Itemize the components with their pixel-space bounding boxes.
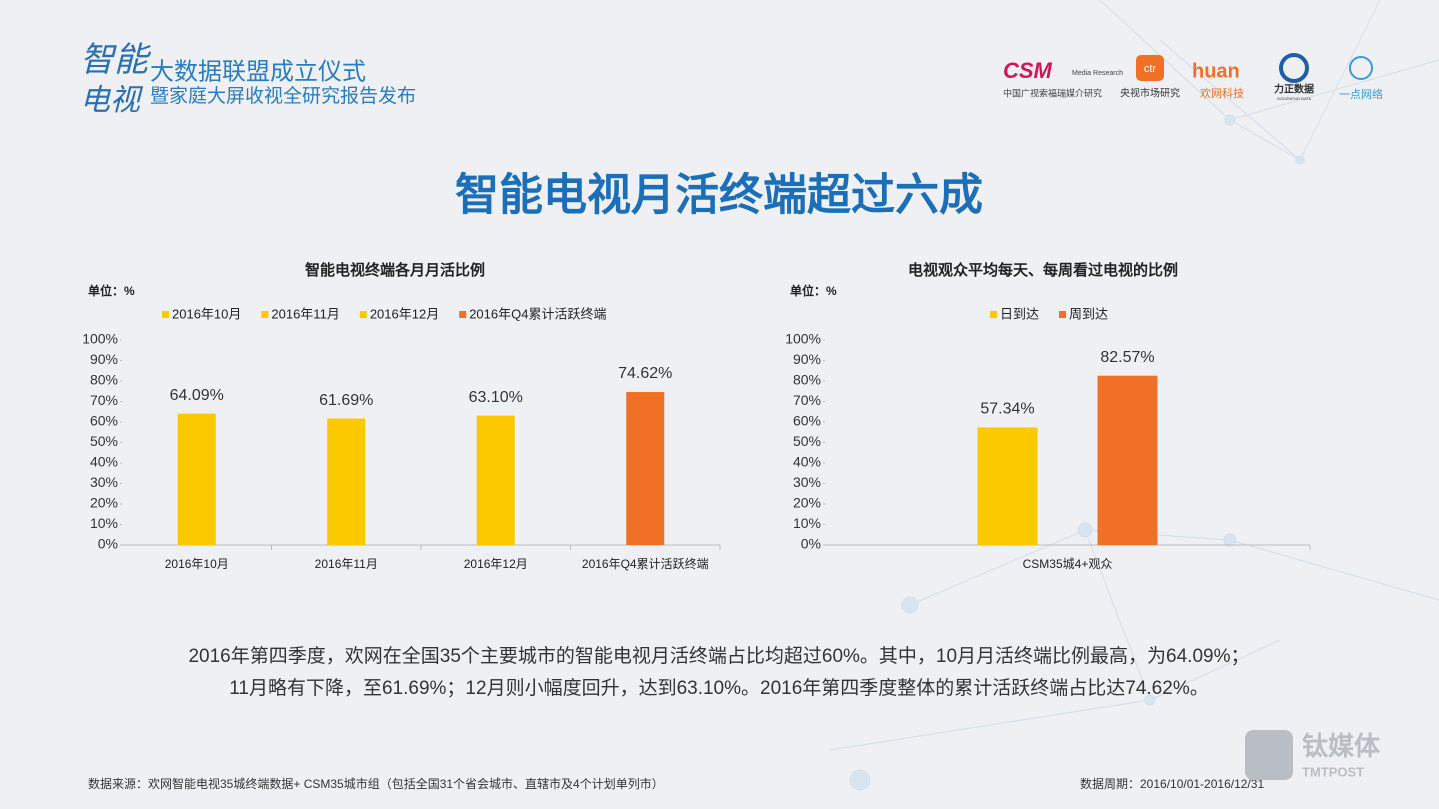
unit-label: 单位：% bbox=[790, 283, 837, 298]
partner-caption: 央视市场研究 bbox=[1120, 87, 1180, 100]
y-tick-label: 80% bbox=[793, 372, 821, 388]
y-tick-label: 70% bbox=[793, 392, 821, 408]
bar bbox=[476, 415, 515, 545]
legend-label: 2016年Q4累计活跃终端 bbox=[469, 306, 606, 321]
y-tick-label: 100% bbox=[785, 331, 821, 347]
data-label: 61.69% bbox=[319, 392, 373, 409]
watermark: TMTPOST bbox=[1302, 764, 1364, 779]
event-title: 大数据联盟成立仪式 bbox=[150, 58, 366, 85]
x-tick-label: 2016年12月 bbox=[464, 557, 528, 571]
y-tick-label: 20% bbox=[90, 495, 118, 511]
partner-caption: 欢网科技 bbox=[1200, 86, 1244, 100]
bar bbox=[327, 418, 366, 545]
partner-icon bbox=[1279, 53, 1309, 83]
legend-swatch bbox=[990, 311, 997, 318]
legend-swatch bbox=[459, 311, 467, 318]
partner-icon bbox=[1136, 55, 1164, 81]
data-label: 63.10% bbox=[469, 389, 523, 406]
slide-title: 智能电视月活终端超过六成 bbox=[455, 171, 983, 220]
chart-title: 电视观众平均每天、每周看过电视的比例 bbox=[908, 261, 1178, 279]
y-tick-label: 20% bbox=[793, 495, 821, 511]
summary-line: 11月略有下降，至61.69%；12月则小幅度回升，达到63.10%。2016年… bbox=[229, 677, 1208, 699]
legend-label: 2016年11月 bbox=[271, 306, 339, 321]
legend-swatch bbox=[162, 311, 169, 318]
watermark: 钛媒体 bbox=[1302, 731, 1381, 761]
partner-logo: Media Research bbox=[1072, 70, 1123, 77]
legend-swatch bbox=[359, 311, 367, 318]
legend-label: 2016年10月 bbox=[172, 306, 241, 321]
legend-label: 周到达 bbox=[1069, 306, 1108, 321]
logo-text: 电视 bbox=[80, 83, 144, 118]
partner-caption: 力正数据 bbox=[1274, 83, 1314, 96]
legend-swatch bbox=[1059, 311, 1067, 318]
partner-caption: GOUZHENG DATA bbox=[1277, 96, 1312, 101]
chart-title: 智能电视终端各月月活比例 bbox=[305, 261, 485, 279]
header: 智能 电视 大数据联盟成立仪式 暨家庭大屏收视全研究报告发布 CSM Media… bbox=[80, 40, 1383, 118]
x-tick-label: 2016年10月 bbox=[165, 557, 229, 571]
legend-swatch bbox=[261, 311, 269, 318]
y-tick-label: 0% bbox=[98, 536, 118, 552]
y-tick-label: 50% bbox=[793, 433, 821, 449]
bar bbox=[1097, 375, 1158, 545]
footer-source: 数据来源：欢网智能电视35城终端数据+ CSM35城市组（包括全国31个省会城市… bbox=[88, 776, 664, 791]
bar bbox=[626, 392, 665, 545]
watermark-icon bbox=[1245, 730, 1293, 780]
logo-text: 智能 bbox=[80, 40, 152, 80]
y-tick-label: 90% bbox=[90, 351, 118, 367]
partner-caption: 中国广视索福瑞媒介研究 bbox=[1003, 87, 1102, 98]
x-tick-label: 2016年11月 bbox=[315, 557, 378, 571]
y-tick-label: 30% bbox=[90, 474, 118, 490]
bar bbox=[977, 427, 1038, 545]
y-tick-label: 40% bbox=[793, 454, 821, 470]
y-tick-label: 40% bbox=[90, 454, 118, 470]
bar bbox=[177, 413, 216, 545]
legend-label: 2016年12月 bbox=[370, 306, 439, 321]
partner-icon bbox=[1349, 56, 1373, 80]
y-tick-label: 0% bbox=[801, 536, 821, 552]
y-tick-label: 60% bbox=[90, 413, 118, 429]
x-tick-label: CSM35城4+观众 bbox=[1023, 557, 1113, 571]
partner-logo: huan bbox=[1192, 60, 1240, 82]
y-tick-label: 90% bbox=[793, 351, 821, 367]
legend-label: 日到达 bbox=[1000, 306, 1039, 321]
partner-caption: 一点网络 bbox=[1339, 87, 1383, 101]
data-label: 64.09% bbox=[170, 387, 224, 404]
y-tick-label: 50% bbox=[90, 433, 118, 449]
data-label: 57.34% bbox=[980, 401, 1034, 418]
y-tick-label: 30% bbox=[793, 474, 821, 490]
data-label: 82.57% bbox=[1100, 349, 1154, 366]
unit-label: 单位：% bbox=[88, 283, 135, 298]
y-tick-label: 100% bbox=[82, 331, 118, 347]
y-tick-label: 60% bbox=[793, 413, 821, 429]
partner-logo: CSM bbox=[1003, 58, 1053, 83]
y-tick-label: 10% bbox=[90, 515, 118, 531]
footer-period: 数据周期：2016/10/01-2016/12/31 bbox=[1080, 776, 1264, 791]
y-tick-label: 80% bbox=[90, 372, 118, 388]
x-tick-label: 2016年Q4累计活跃终端 bbox=[582, 556, 709, 571]
y-tick-label: 10% bbox=[793, 515, 821, 531]
data-label: 74.62% bbox=[618, 365, 672, 382]
y-tick-label: 70% bbox=[90, 392, 118, 408]
summary-line: 2016年第四季度，欢网在全国35个主要城市的智能电视月活终端占比均超过60%。… bbox=[188, 645, 1249, 667]
partner-logo: ctr bbox=[1144, 63, 1157, 75]
event-subtitle: 暨家庭大屏收视全研究报告发布 bbox=[150, 85, 416, 107]
decor bbox=[829, 0, 1439, 791]
